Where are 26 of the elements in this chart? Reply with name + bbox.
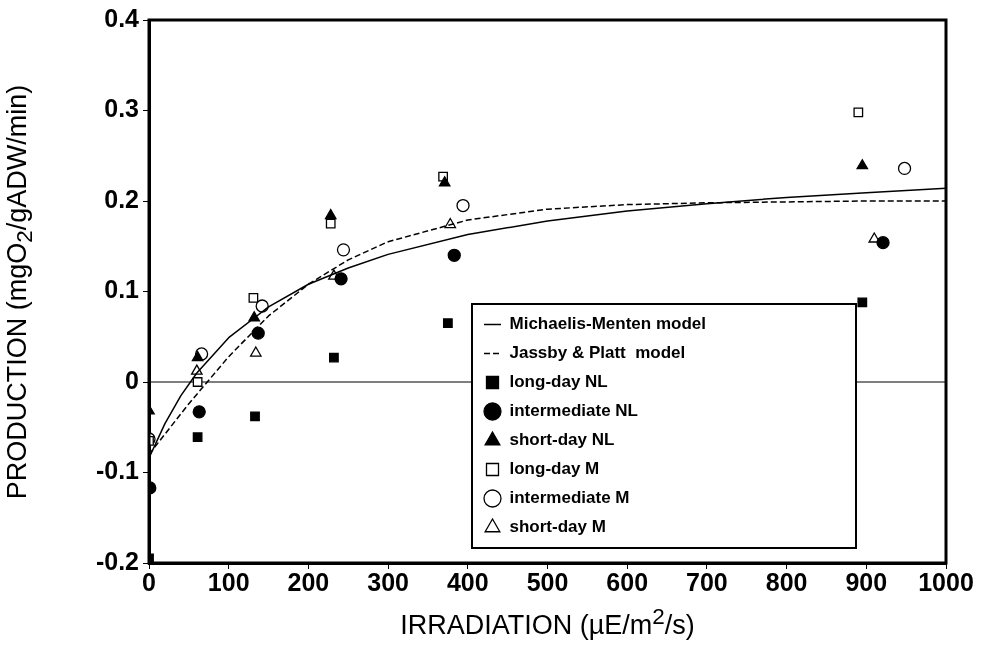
legend-label: long-day NL bbox=[509, 372, 608, 392]
x-tick-label: 900 bbox=[845, 567, 888, 596]
y-tick-label: 0.4 bbox=[104, 3, 140, 32]
y-tick-label: -0.1 bbox=[95, 456, 140, 485]
x-tick-label: 500 bbox=[526, 567, 569, 596]
x-tick-label: 400 bbox=[446, 567, 489, 596]
x-tick-label: 1000 bbox=[918, 567, 974, 596]
legend-label: long-day M bbox=[509, 459, 600, 479]
y-tick-label: 0.2 bbox=[104, 184, 139, 213]
x-tick-label: 800 bbox=[765, 567, 808, 596]
x-tick-label: 200 bbox=[287, 567, 330, 596]
y-tick-label: 0 bbox=[125, 365, 139, 394]
legend-label: intermediate M bbox=[509, 488, 630, 508]
y-tick-label: 0.3 bbox=[104, 94, 139, 123]
legend-label: Michaelis-Menten model bbox=[509, 314, 706, 334]
legend-label: short-day NL bbox=[509, 430, 615, 450]
legend-label: intermediate NL bbox=[509, 401, 638, 421]
y-tick-label: -0.2 bbox=[95, 546, 139, 575]
x-tick-label: 600 bbox=[606, 567, 649, 596]
y-tick-label: 0.1 bbox=[104, 275, 140, 304]
legend-label: Jassby & Platt model bbox=[509, 343, 686, 363]
x-axis-title: IRRADIATION (µE/m$^{2}$/s) bbox=[400, 604, 695, 641]
x-tick-label: 300 bbox=[367, 567, 409, 596]
x-tick-label: 100 bbox=[207, 567, 250, 596]
legend-label: short-day M bbox=[509, 517, 606, 537]
x-tick-label: 700 bbox=[686, 567, 728, 596]
